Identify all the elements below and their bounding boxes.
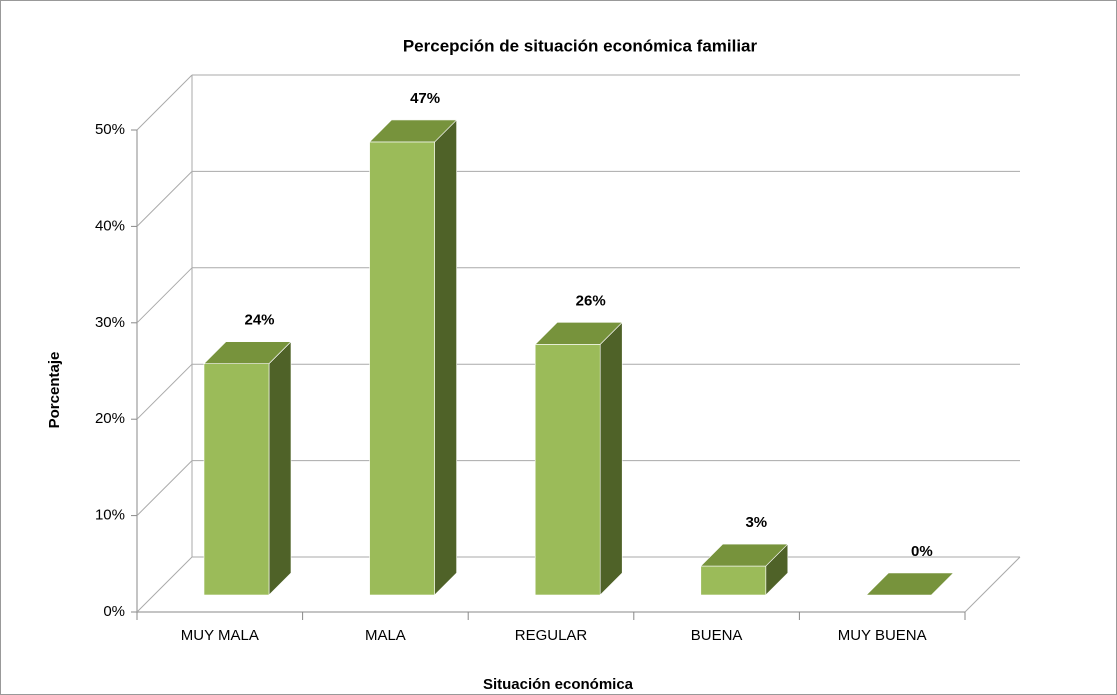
value-label: 3% [745,514,767,531]
grid-line [136,267,193,324]
y-tick-label: 10% [95,507,125,524]
y-tick-label: 30% [95,314,125,331]
bar-side [434,119,457,596]
bar-top [865,572,955,596]
bar-side [268,340,292,596]
grid-line [136,74,193,131]
x-tick-label: REGULAR [515,627,588,644]
y-tick-label: 0% [103,603,125,620]
bar-top [368,119,458,143]
value-label: 26% [576,292,606,309]
y-axis-title: Porcentaje [46,352,63,429]
bar-front [203,363,270,596]
x-axis-title: Situación económica [483,676,634,693]
bar-top [700,543,789,567]
floor-edge [964,556,1021,613]
grid-line [136,363,193,420]
grid-line [136,460,193,516]
y-tick-label: 50% [95,121,125,138]
x-tick-label: MUY BUENA [838,627,927,644]
x-tick-label: MUY MALA [181,627,259,644]
value-label: 47% [410,90,440,107]
grid-line [136,171,193,227]
x-tick-label: MALA [365,627,406,644]
y-tick-label: 20% [95,410,125,427]
y-tick-label: 40% [95,217,125,234]
bar-front [700,565,767,596]
value-label: 0% [911,543,933,560]
value-label: 24% [244,312,274,329]
chart-title: Percepción de situación económica famili… [403,36,758,55]
grid-line [136,556,193,613]
bar-top [203,341,292,364]
bar-front [534,344,601,596]
x-tick-label: BUENA [691,627,743,644]
bar-side [599,321,623,596]
bar-top [534,322,623,345]
bar-front [369,141,435,596]
